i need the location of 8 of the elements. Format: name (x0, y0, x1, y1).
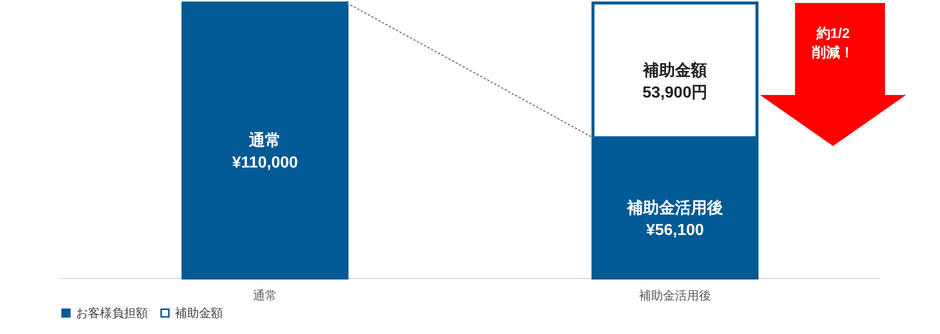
data-label: 補助金活用後 ¥56,100 (626, 198, 723, 239)
annotation: 約1/2 削減！ (811, 24, 855, 62)
legend-label: 補助金額 (175, 306, 223, 320)
x-tick-label: 補助金活用後 (639, 288, 711, 302)
data-label: 通常 ¥110,000 (232, 132, 298, 172)
x-tick-label: 通常 (253, 288, 277, 302)
legend-label: お客様負担額 (76, 306, 148, 320)
data-label: 補助金額 53,900円 (642, 61, 708, 102)
